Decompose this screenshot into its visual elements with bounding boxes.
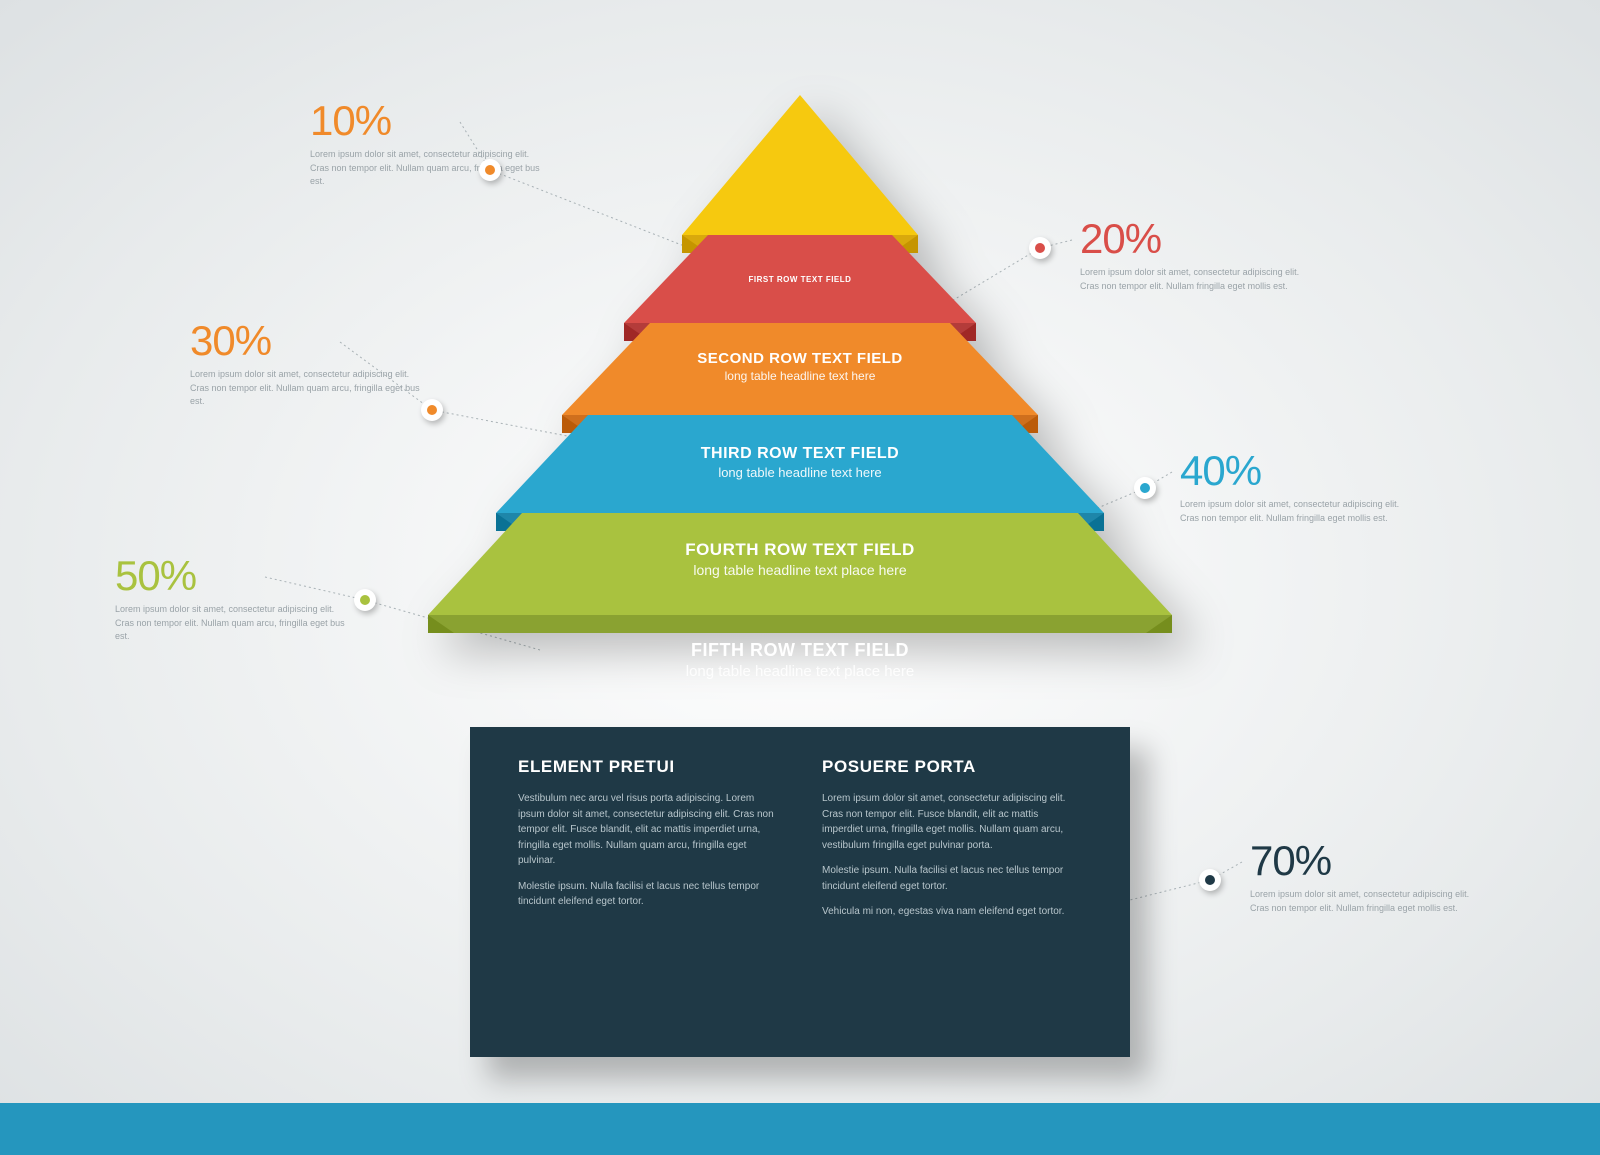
- callout-body: Lorem ipsum dolor sit amet, consectetur …: [115, 603, 355, 644]
- footer-bar: [0, 1103, 1600, 1155]
- callout-dot-icon: [1134, 477, 1156, 499]
- callout-body: Lorem ipsum dolor sit amet, consectetur …: [1080, 266, 1320, 293]
- callout-40: 40% Lorem ipsum dolor sit amet, consectet…: [1180, 450, 1420, 525]
- base-col-left: ELEMENT PRETUI Vestibulum nec arcu vel r…: [518, 757, 778, 1037]
- base-col-right-p2: Molestie ipsum. Nulla facilisi et lacus …: [822, 863, 1082, 894]
- callout-10: 10% Lorem ipsum dolor sit amet, consectet…: [310, 100, 550, 189]
- callout-pct: 50%: [115, 555, 355, 597]
- callout-50: 50% Lorem ipsum dolor sit amet, consectet…: [115, 555, 355, 644]
- callout-pct: 10%: [310, 100, 550, 142]
- base-col-left-p2: Molestie ipsum. Nulla facilisi et lacus …: [518, 879, 778, 910]
- base-col-right-heading: POSUERE PORTA: [822, 757, 1082, 777]
- callout-20: 20% Lorem ipsum dolor sit amet, consectet…: [1080, 218, 1320, 293]
- callout-pct: 40%: [1180, 450, 1420, 492]
- infographic-stage: FIRST ROW TEXT FIELDSECOND ROW TEXT FIEL…: [0, 0, 1600, 1155]
- callout-pct: 70%: [1250, 840, 1490, 882]
- callout-body: Lorem ipsum dolor sit amet, consectetur …: [310, 148, 550, 189]
- base-col-right: POSUERE PORTA Lorem ipsum dolor sit amet…: [822, 757, 1082, 1037]
- pyramid-svg: [390, 95, 1210, 735]
- callout-dot-icon: [421, 399, 443, 421]
- callout-dot-icon: [1029, 237, 1051, 259]
- base-panel: ELEMENT PRETUI Vestibulum nec arcu vel r…: [470, 727, 1130, 1057]
- callout-pct: 20%: [1080, 218, 1320, 260]
- base-col-right-p3: Vehicula mi non, egestas viva nam eleife…: [822, 904, 1082, 920]
- callout-pct: 30%: [190, 320, 430, 362]
- callout-body: Lorem ipsum dolor sit amet, consectetur …: [190, 368, 430, 409]
- base-col-left-p1: Vestibulum nec arcu vel risus porta adip…: [518, 791, 778, 869]
- callout-body: Lorem ipsum dolor sit amet, consectetur …: [1250, 888, 1490, 915]
- callout-dot-icon: [354, 589, 376, 611]
- callout-30: 30% Lorem ipsum dolor sit amet, consectet…: [190, 320, 430, 409]
- pyramid: FIRST ROW TEXT FIELDSECOND ROW TEXT FIEL…: [390, 95, 1210, 735]
- callout-body: Lorem ipsum dolor sit amet, consectetur …: [1180, 498, 1420, 525]
- callout-dot-icon: [1199, 869, 1221, 891]
- callout-70: 70% Lorem ipsum dolor sit amet, consectet…: [1250, 840, 1490, 915]
- base-col-right-p1: Lorem ipsum dolor sit amet, consectetur …: [822, 791, 1082, 853]
- callout-dot-icon: [479, 159, 501, 181]
- base-col-left-heading: ELEMENT PRETUI: [518, 757, 778, 777]
